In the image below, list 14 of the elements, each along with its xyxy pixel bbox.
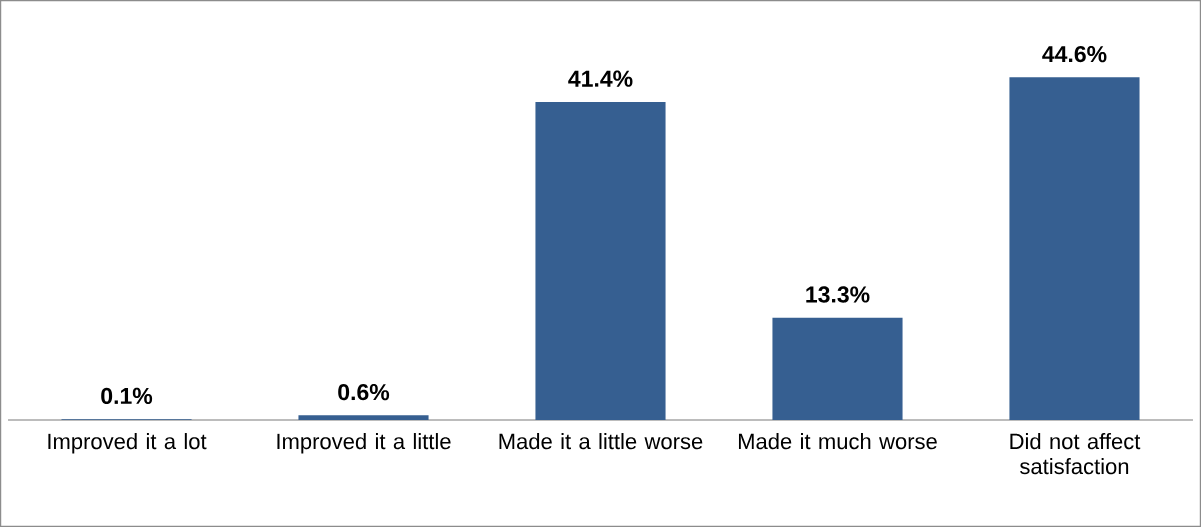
data-label: 0.1% — [101, 387, 153, 405]
x-tick-label: Made it much worse — [738, 433, 937, 450]
x-tick-label: Did not affect satisfaction — [1010, 433, 1141, 475]
data-label: 0.6% — [338, 383, 390, 401]
bar — [772, 317, 903, 420]
x-tick-label: Made it a little worse — [499, 433, 703, 450]
data-label: 44.6% — [1042, 45, 1107, 63]
x-tick-label: Improved it a little — [277, 433, 451, 454]
bar — [1009, 77, 1140, 420]
bar — [535, 101, 666, 420]
bar — [298, 415, 429, 420]
data-label: 41.4% — [568, 70, 633, 87]
data-label: 13.3% — [806, 286, 870, 303]
x-tick-label: Improved it a lot — [48, 433, 207, 454]
